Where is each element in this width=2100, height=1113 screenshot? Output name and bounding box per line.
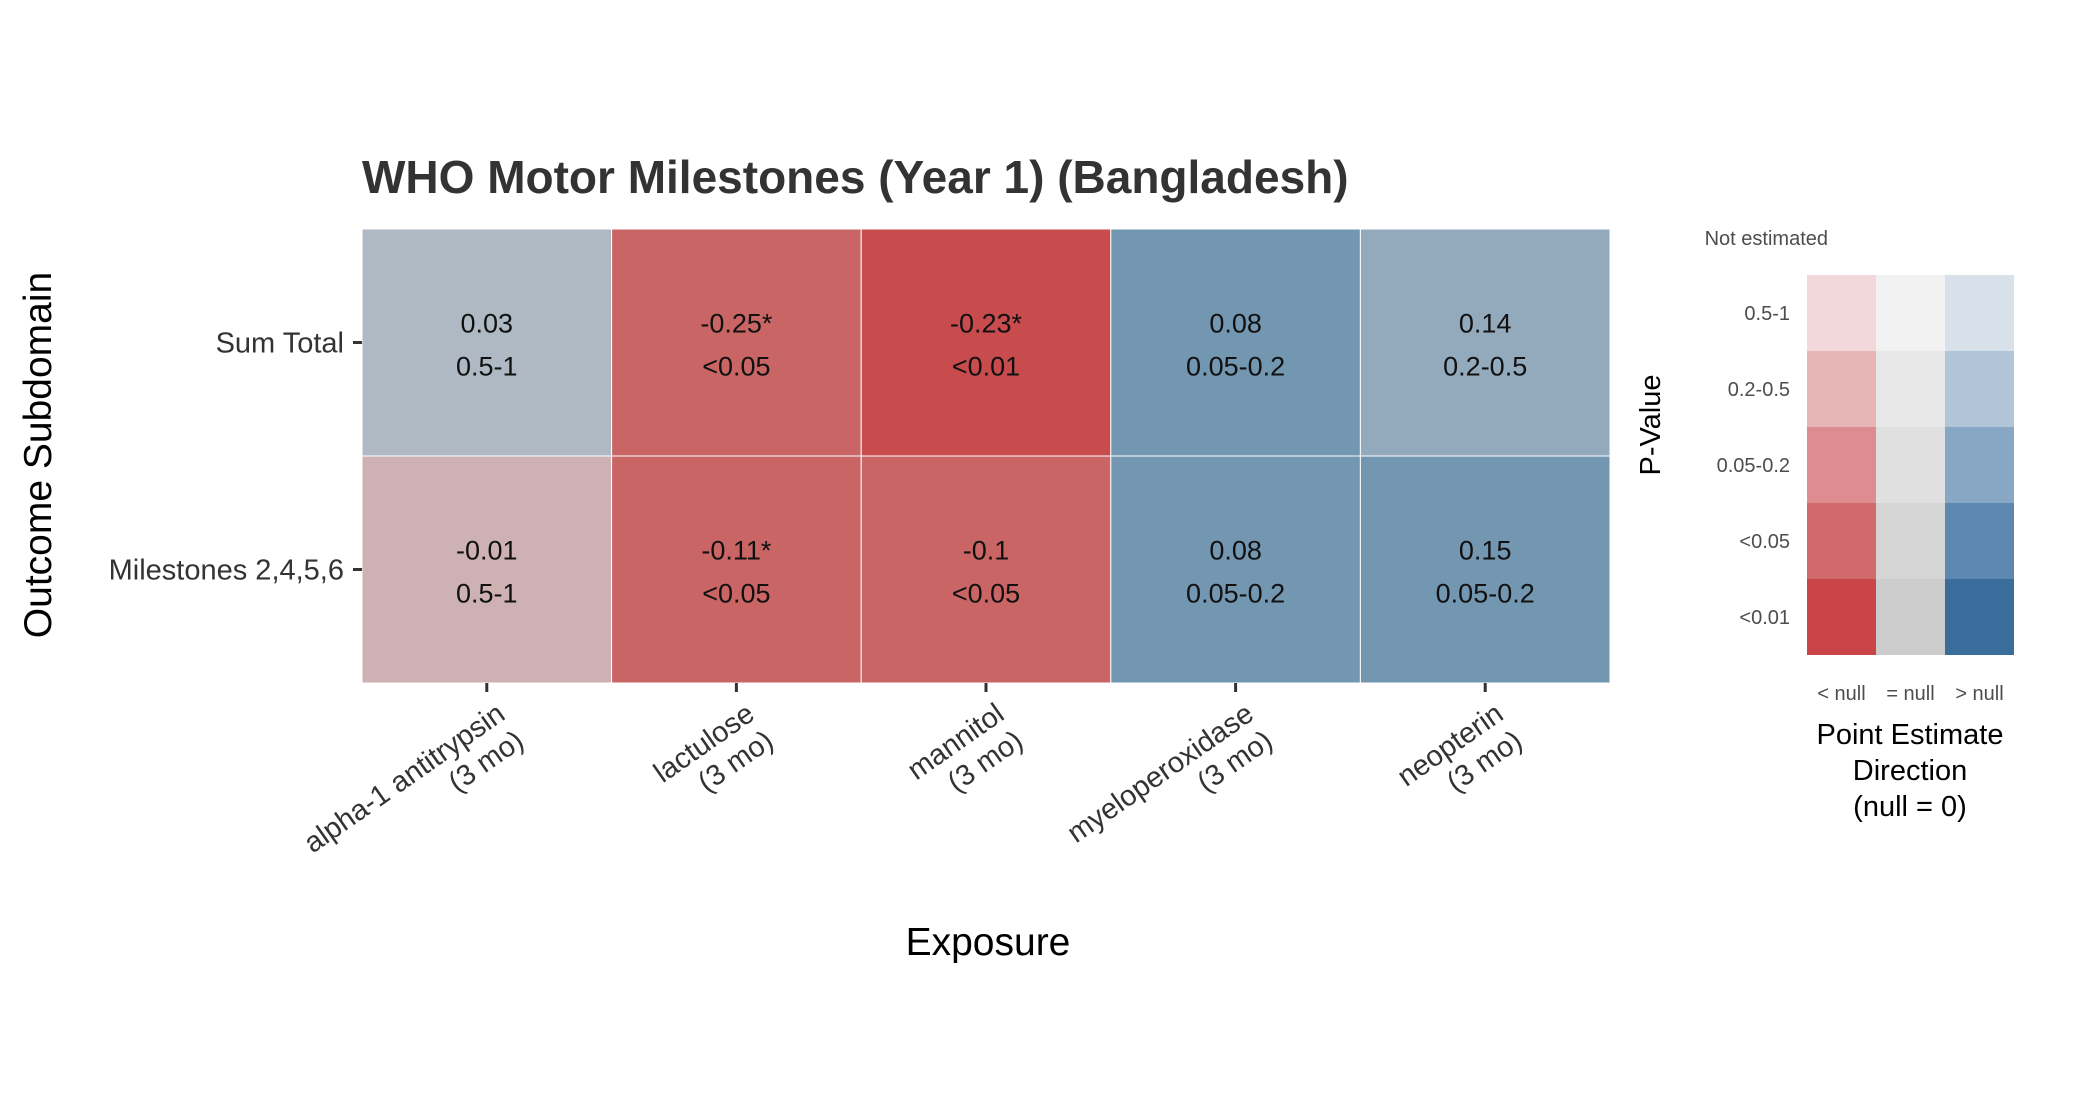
legend-swatch (1876, 503, 1945, 579)
heatmap-cell (611, 455, 862, 684)
legend-swatch (1945, 503, 2014, 579)
legend-pvalue-title: P-Value (1635, 374, 1667, 475)
legend-swatch (1807, 503, 1876, 579)
cell-pvalue-label: 0.05-0.2 (1186, 579, 1285, 609)
legend-pvalue-level: 0.05-0.2 (1717, 455, 1790, 477)
heatmap-cell (860, 455, 1112, 684)
legend-direction-title: Point Estimate Direction (null = 0) (1817, 719, 2004, 823)
heatmap-cells: 0.03 0.5-1 -0.25* <0.05 -0.23* <0.01 0.08 0.05-… (361, 228, 1611, 684)
cell-pvalue-label: 0.05-0.2 (1436, 579, 1535, 609)
legend-direction-title-line: (null = 0) (1853, 791, 1967, 823)
legend-swatch (1876, 275, 1945, 351)
legend-direction-level: = null (1886, 683, 1934, 705)
legend-swatch (1876, 579, 1945, 655)
heatmap-cell (611, 228, 862, 457)
cell-pvalue-label: 0.5-1 (456, 579, 518, 609)
heatmap-cell (1110, 228, 1361, 457)
heatmap-cell (1359, 455, 1611, 684)
legend-direction-levels: < null = null > null (1817, 683, 2003, 705)
cell-estimate-label: 0.08 (1209, 309, 1262, 339)
legend-swatch (1876, 351, 1945, 427)
legend-pvalue-level: 0.2-0.5 (1728, 379, 1790, 401)
column-labels: alpha-1 antitrypsin(3 mo) lactulose(3 mo)… (298, 683, 1528, 887)
cell-pvalue-label: <0.05 (702, 579, 770, 609)
chart-title: WHO Motor Milestones (Year 1) (Banglades… (362, 151, 1349, 203)
cell-estimate-label: 0.14 (1459, 309, 1512, 339)
legend-direction-title-line: Direction (1853, 755, 1967, 787)
legend-swatch (1945, 351, 2014, 427)
legend-swatch (1945, 579, 2014, 655)
cell-estimate-label: -0.1 (963, 536, 1010, 566)
legend-direction-level: > null (1955, 683, 2003, 705)
x-axis-title: Exposure (906, 921, 1071, 964)
heatmap-cell (361, 228, 613, 457)
cell-estimate-label: -0.01 (456, 536, 518, 566)
legend-swatch (1807, 579, 1876, 655)
legend-direction-level: < null (1817, 683, 1865, 705)
cell-pvalue-label: <0.01 (952, 352, 1020, 382)
legend-swatch (1945, 427, 2014, 503)
cell-pvalue-label: 0.5-1 (456, 352, 518, 382)
x-tick-label: neopterin(3 mo) (1392, 698, 1528, 821)
x-tick-label: myeloperoxidase(3 mo) (1062, 698, 1279, 877)
cell-estimate-label: -0.11* (701, 536, 772, 566)
legend-pvalue-levels: 0.5-1 0.2-0.5 0.05-0.2 <0.05 <0.01 (1717, 303, 1790, 629)
heatmap-cell (361, 455, 613, 684)
legend-pvalue-level: <0.01 (1739, 607, 1790, 629)
cell-estimate-label: 0.08 (1209, 536, 1262, 566)
legend-not-estimated-label: Not estimated (1705, 228, 1828, 250)
cell-pvalue-label: <0.05 (702, 352, 770, 382)
legend-grid (1807, 275, 2014, 655)
legend-pvalue-level: <0.05 (1739, 531, 1790, 553)
heatmap-cell (1359, 228, 1611, 457)
x-tick-label: alpha-1 antitrypsin(3 mo) (298, 698, 529, 887)
legend-swatch (1807, 427, 1876, 503)
x-tick-label: mannitol(3 mo) (902, 698, 1029, 814)
cell-pvalue-label: 0.05-0.2 (1186, 352, 1285, 382)
cell-pvalue-label: <0.05 (952, 579, 1020, 609)
legend-swatch (1807, 275, 1876, 351)
row-labels: Sum Total Milestones 2,4,5,6 (109, 328, 362, 587)
y-axis-title: Outcome Subdomain (17, 272, 60, 638)
legend: Not estimated P-Value 0.5-1 0.2-0.5 0.05-0… (1635, 228, 2014, 823)
cell-estimate-label: 0.15 (1459, 536, 1512, 566)
legend-pvalue-level: 0.5-1 (1744, 303, 1790, 325)
y-tick-label: Sum Total (216, 328, 344, 360)
heatmap-cell (1110, 455, 1361, 684)
cell-estimate-label: -0.25* (700, 309, 773, 339)
legend-swatch (1945, 275, 2014, 351)
legend-swatch (1876, 427, 1945, 503)
cell-estimate-label: -0.23* (950, 309, 1023, 339)
y-tick-label: Milestones 2,4,5,6 (109, 555, 344, 587)
cell-estimate-label: 0.03 (461, 309, 514, 339)
legend-direction-title-line: Point Estimate (1817, 719, 2004, 751)
x-tick-label: lactulose(3 mo) (648, 698, 779, 817)
heatmap-cell (860, 228, 1112, 457)
legend-swatch (1807, 351, 1876, 427)
cell-pvalue-label: 0.2-0.5 (1443, 352, 1527, 382)
